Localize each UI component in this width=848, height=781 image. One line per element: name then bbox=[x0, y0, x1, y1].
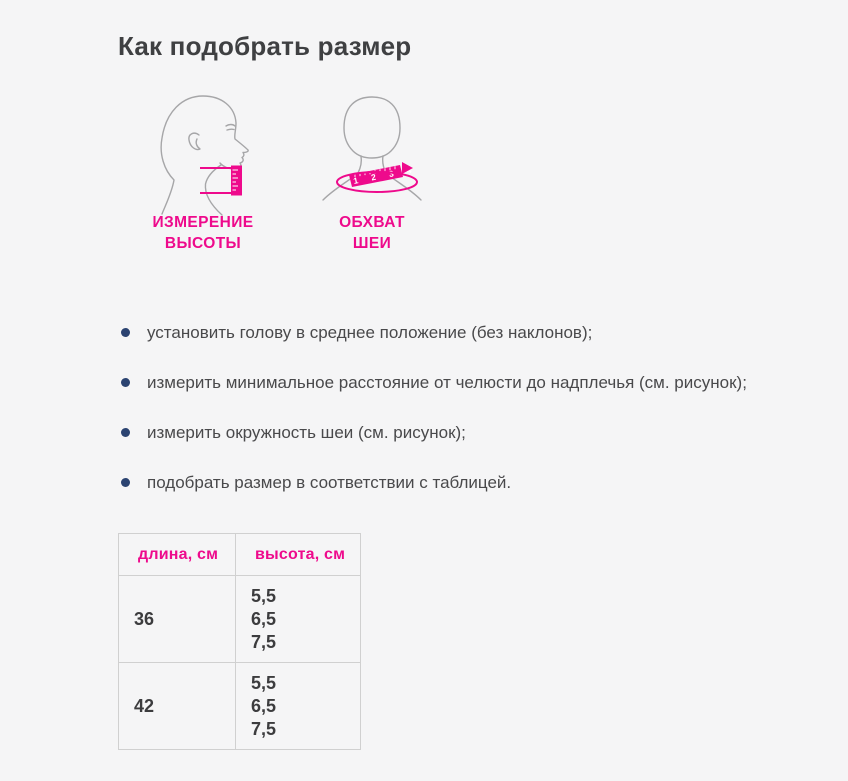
height-value: 5,5 bbox=[251, 585, 277, 606]
front-neck-left bbox=[357, 155, 363, 174]
label-line: ОБХВАТ bbox=[339, 214, 405, 231]
bullet-icon bbox=[121, 428, 130, 437]
list-item: измерить окружность шеи (см. рисунок); bbox=[118, 421, 828, 444]
profile-brow bbox=[225, 123, 236, 127]
neck-girth-illustration: 1 2 3 4 bbox=[322, 96, 422, 201]
label-line: ВЫСОТЫ bbox=[164, 235, 242, 252]
height-value: 6,5 bbox=[251, 695, 277, 716]
size-table: длина, см высота, см 36 5,5 6,5 7,5 42 5… bbox=[118, 533, 361, 750]
profile-head-outline bbox=[160, 95, 249, 215]
height-cell: 5,5 6,5 7,5 bbox=[235, 575, 361, 663]
list-item: установить голову в среднее положение (б… bbox=[118, 321, 828, 344]
bullet-icon bbox=[121, 328, 130, 337]
instruction-text: измерить окружность шеи (см. рисунок); bbox=[147, 423, 466, 442]
instruction-text: подобрать размер в соответствии с таблиц… bbox=[147, 473, 512, 492]
profile-throat-line bbox=[204, 164, 223, 216]
instruction-list: установить голову в среднее положение (б… bbox=[118, 321, 828, 521]
height-column-header: высота, см bbox=[235, 533, 361, 576]
table-row: 36 5,5 6,5 7,5 bbox=[118, 575, 361, 663]
page-title: Как подобрать размер bbox=[118, 31, 412, 61]
label-line: ШЕИ bbox=[352, 235, 392, 252]
height-measurement-illustration bbox=[160, 95, 249, 216]
length-cell: 36 bbox=[118, 575, 236, 663]
height-value: 7,5 bbox=[251, 631, 277, 652]
table-row: 42 5,5 6,5 7,5 bbox=[118, 662, 361, 750]
bullet-icon bbox=[121, 478, 130, 487]
neck-girth-label: ОБХВАТ ШЕИ bbox=[302, 212, 442, 254]
length-column-header: длина, см bbox=[118, 533, 236, 576]
list-item: измерить минимальное расстояние от челюс… bbox=[118, 371, 828, 394]
height-value: 6,5 bbox=[251, 608, 277, 629]
front-head-outline bbox=[343, 96, 401, 159]
height-value: 5,5 bbox=[251, 672, 277, 693]
list-item: подобрать размер в соответствии с таблиц… bbox=[118, 471, 828, 494]
instruction-text: измерить минимальное расстояние от челюс… bbox=[147, 373, 747, 392]
profile-ear bbox=[188, 132, 201, 151]
label-line: ИЗМЕРЕНИЕ bbox=[152, 214, 254, 231]
height-ruler bbox=[200, 165, 242, 196]
instruction-text: установить голову в среднее положение (б… bbox=[147, 323, 593, 342]
height-cell: 5,5 6,5 7,5 bbox=[235, 662, 361, 750]
tape-arrow bbox=[402, 162, 413, 174]
bullet-icon bbox=[121, 378, 130, 387]
height-value: 7,5 bbox=[251, 718, 277, 739]
length-cell: 42 bbox=[118, 662, 236, 750]
table-header-row: длина, см высота, см bbox=[118, 533, 361, 576]
profile-eye bbox=[226, 128, 235, 131]
height-measurement-label: ИЗМЕРЕНИЕ ВЫСОТЫ bbox=[133, 212, 273, 254]
